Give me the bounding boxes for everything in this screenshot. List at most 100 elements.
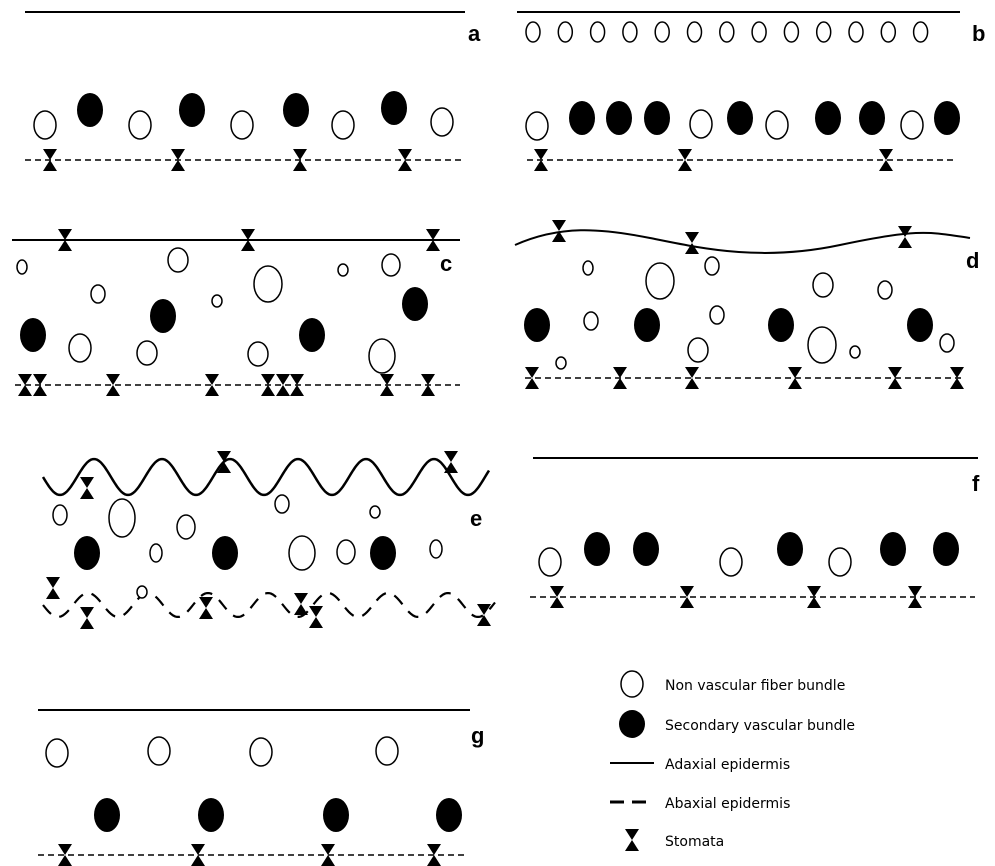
legend-label: Secondary vascular bundle (665, 718, 855, 734)
panel-label: d (966, 248, 979, 273)
fiber-bundle (431, 108, 453, 136)
fiber-bundle (584, 312, 598, 330)
fiber-bundle (148, 737, 170, 765)
fiber-bundle (17, 260, 27, 274)
fiber-bundle (526, 112, 548, 140)
vascular-bundle (934, 101, 960, 135)
vascular-bundle (907, 308, 933, 342)
fiber-bundle (690, 110, 712, 138)
vascular-bundle (606, 101, 632, 135)
vascular-bundle (74, 536, 100, 570)
fiber-bundle (150, 544, 162, 562)
fiber-bundle (177, 515, 195, 539)
stoma (421, 374, 435, 396)
stoma (807, 586, 821, 608)
stoma (261, 374, 275, 396)
panel-label: g (471, 723, 484, 748)
fiber-bundle (248, 342, 268, 366)
vascular-bundle (933, 532, 959, 566)
stoma (80, 477, 94, 499)
vascular-bundle (859, 101, 885, 135)
vascular-bundle (634, 308, 660, 342)
fiber-bundle (129, 111, 151, 139)
vascular-bundle (402, 287, 428, 321)
fiber-bundle (583, 261, 593, 275)
abaxial-epidermis (43, 593, 495, 617)
stoma (80, 607, 94, 629)
fiber-bundle (646, 263, 674, 299)
legend-label: Non vascular fiber bundle (665, 678, 845, 694)
fiber-bundle (91, 285, 105, 303)
fiber-bundle (231, 111, 253, 139)
vascular-bundle (179, 93, 205, 127)
stoma (199, 597, 213, 619)
stoma (950, 367, 964, 389)
fiber-bundle (34, 111, 56, 139)
fiber-bundle (766, 111, 788, 139)
panel-label: e (470, 506, 482, 531)
fiber-bundle (526, 22, 540, 42)
fiber-bundle (137, 586, 147, 598)
vascular-bundle (299, 318, 325, 352)
vascular-bundle (323, 798, 349, 832)
stoma (477, 604, 491, 626)
vascular-bundle (77, 93, 103, 127)
panel-label: c (440, 251, 452, 276)
panel-label: b (972, 21, 985, 46)
fiber-bundle (817, 22, 831, 42)
fiber-bundle (46, 739, 68, 767)
fiber-bundle (881, 22, 895, 42)
fiber-bundle (370, 506, 380, 518)
fiber-bundle (688, 22, 702, 42)
fiber-bundle (275, 495, 289, 513)
fiber-bundle (621, 671, 643, 697)
fiber-bundle (940, 334, 954, 352)
vascular-bundle (815, 101, 841, 135)
fiber-bundle (69, 334, 91, 362)
vascular-bundle (880, 532, 906, 566)
fiber-bundle (369, 339, 395, 373)
vascular-bundle (20, 318, 46, 352)
vascular-bundle (727, 101, 753, 135)
stoma (898, 226, 912, 248)
fiber-bundle (109, 499, 135, 537)
vascular-bundle (198, 798, 224, 832)
figure: a b c d e f g Non vascular fiber bundle … (0, 0, 995, 866)
fiber-bundle (710, 306, 724, 324)
vascular-bundle (436, 798, 462, 832)
fiber-bundle (556, 357, 566, 369)
vascular-bundle (569, 101, 595, 135)
vascular-bundle (150, 299, 176, 333)
stoma (290, 374, 304, 396)
fiber-bundle (591, 22, 605, 42)
stoma (444, 451, 458, 473)
fiber-bundle (212, 295, 222, 307)
legend-label: Stomata (665, 834, 724, 850)
fiber-bundle (558, 22, 572, 42)
fiber-bundle (376, 737, 398, 765)
stoma (171, 149, 185, 171)
fiber-bundle (720, 22, 734, 42)
vascular-bundle (584, 532, 610, 566)
vascular-bundle (633, 532, 659, 566)
vascular-bundle (212, 536, 238, 570)
fiber-bundle (829, 548, 851, 576)
fiber-bundle (289, 536, 315, 570)
vascular-bundle (777, 532, 803, 566)
fiber-bundle (720, 548, 742, 576)
vascular-bundle (768, 308, 794, 342)
fiber-bundle (813, 273, 833, 297)
vascular-bundle (94, 798, 120, 832)
stoma (309, 606, 323, 628)
fiber-bundle (338, 264, 348, 276)
fiber-bundle (849, 22, 863, 42)
stoma (625, 829, 639, 851)
stoma (380, 374, 394, 396)
stoma (534, 149, 548, 171)
fiber-bundle (688, 338, 708, 362)
fiber-bundle (254, 266, 282, 302)
fiber-bundle (430, 540, 442, 558)
fiber-bundle (705, 257, 719, 275)
fiber-bundle (539, 548, 561, 576)
panel-label: f (972, 471, 980, 496)
